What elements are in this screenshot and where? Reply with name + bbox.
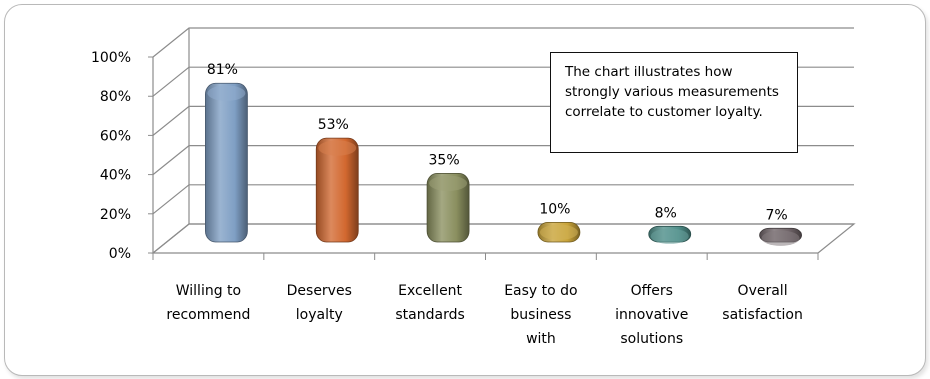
bar-cap bbox=[429, 175, 468, 191]
gridline bbox=[152, 223, 854, 254]
category-label: Excellent bbox=[398, 283, 462, 299]
bar bbox=[648, 225, 692, 244]
category-label: recommend bbox=[166, 307, 250, 323]
bar-cap bbox=[318, 140, 357, 156]
floor bbox=[151, 223, 856, 254]
data-label: 35% bbox=[429, 152, 460, 168]
bar-layer bbox=[205, 82, 802, 246]
category-label: Easy to do bbox=[504, 283, 577, 299]
category-label: loyalty bbox=[296, 307, 343, 323]
bar-body bbox=[426, 172, 470, 243]
category-label: business bbox=[510, 307, 571, 323]
bar bbox=[205, 82, 248, 243]
bar-cap bbox=[650, 228, 689, 244]
category-label: Offers bbox=[631, 283, 673, 299]
y-tick-label: 80% bbox=[100, 89, 131, 105]
annotation-box: The chart illustrates how strongly vario… bbox=[550, 52, 798, 153]
data-label: 81% bbox=[207, 62, 238, 78]
category-label: with bbox=[526, 331, 556, 347]
axis-layer: 0% 20% 40% 60% 80% 100% bbox=[91, 28, 856, 262]
data-label: 10% bbox=[539, 201, 570, 217]
label-layer: 81% Willing to recommend 53% Deserves loyalty… bbox=[166, 62, 802, 347]
y-tick-label: 60% bbox=[100, 128, 131, 144]
category-label: standards bbox=[395, 307, 464, 323]
bar bbox=[315, 137, 359, 243]
y-tick-label: 100% bbox=[91, 50, 131, 66]
bar-cap bbox=[539, 224, 578, 240]
bar bbox=[426, 172, 470, 243]
y-tick-label: 20% bbox=[100, 207, 131, 223]
data-label: 7% bbox=[765, 207, 787, 223]
gridline bbox=[152, 184, 854, 215]
category-label: satisfaction bbox=[722, 307, 803, 323]
chart-frame: 0% 20% 40% 60% 80% 100% 81% Willing to recommen… bbox=[4, 4, 926, 376]
bar bbox=[537, 221, 581, 243]
data-label: 8% bbox=[655, 205, 677, 221]
y-tick-label: 40% bbox=[100, 168, 131, 184]
category-label: innovative bbox=[615, 307, 688, 323]
bar-body bbox=[315, 137, 359, 243]
chart-canvas: 0% 20% 40% 60% 80% 100% 81% Willing to recommen… bbox=[91, 27, 856, 347]
bar-cap bbox=[761, 230, 800, 246]
category-label: Overall bbox=[738, 283, 788, 299]
bar bbox=[759, 227, 802, 246]
category-label: solutions bbox=[620, 331, 683, 347]
y-tick-label: 0% bbox=[109, 246, 131, 262]
category-label: Deserves bbox=[287, 283, 352, 299]
data-label: 53% bbox=[318, 117, 349, 133]
bar-body bbox=[205, 82, 248, 243]
bar-cap bbox=[207, 85, 246, 101]
category-label: Willing to bbox=[176, 283, 241, 299]
